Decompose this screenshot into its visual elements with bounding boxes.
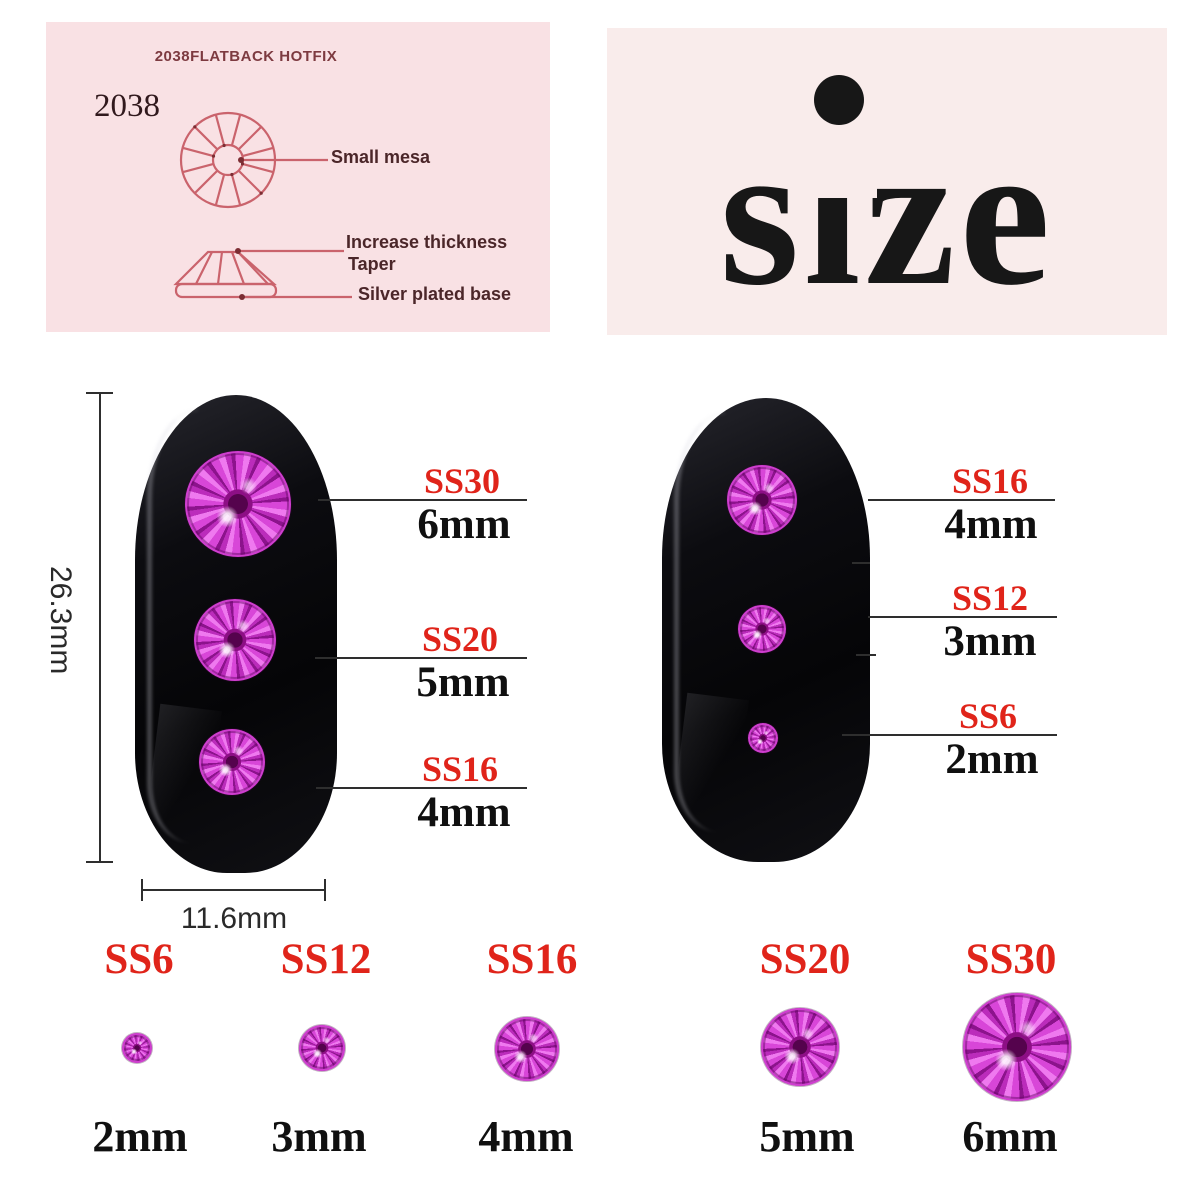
chart-size: 6mm (962, 1112, 1058, 1161)
rhinestone-structure-diagram (173, 111, 352, 300)
chart-size: 5mm (759, 1112, 855, 1161)
horizontal-dimension-line (142, 889, 325, 891)
callout-line (315, 657, 527, 659)
label-small-mesa: Small mesa (331, 147, 431, 167)
rhinestone-gem-ss16 (727, 465, 797, 535)
label-increase-thickness: Increase thickness (346, 232, 508, 252)
chart-code: SS16 (486, 936, 578, 983)
size-title: size (719, 101, 1055, 328)
label-taper: Taper (348, 254, 396, 274)
nail-width-value: 11.6mm (180, 902, 288, 935)
callout-size: 6mm (417, 501, 511, 548)
callout-line (868, 616, 1057, 618)
callout-line (842, 734, 1057, 736)
callout-code: SS6 (958, 696, 1018, 736)
rhinestone-gem-ss16 (495, 1017, 559, 1081)
leader-stub (856, 654, 876, 656)
rhinestone-gem-ss16 (199, 729, 265, 795)
callout-code: SS16 (951, 461, 1029, 501)
chart-size: 3mm (271, 1112, 367, 1161)
vertical-dimension-cap-top (86, 392, 113, 394)
rhinestone-gem-ss12 (299, 1025, 345, 1071)
spec-panel: 2038FLATBACK HOTFIX 2038 Small mesa Incr… (46, 22, 550, 332)
i-dot-decoration (814, 75, 864, 125)
nail-length-value: 26.3mm (44, 566, 77, 675)
callout-size: 3mm (943, 618, 1037, 665)
horizontal-dimension-cap-right (324, 879, 326, 901)
chart-code: SS30 (965, 936, 1057, 983)
leader-stub (852, 562, 870, 564)
label-silver-plated-base: Silver plated base (358, 284, 512, 304)
callout-code: SS20 (421, 619, 499, 659)
callout-code: SS30 (423, 461, 501, 501)
rhinestone-gem-ss6 (122, 1033, 152, 1063)
rhinestone-gem-ss20 (194, 599, 276, 681)
rhinestone-gem-ss6 (748, 723, 778, 753)
chart-code: SS20 (759, 936, 851, 983)
i-dot-cover (803, 128, 877, 198)
model-number: 2038 (94, 88, 160, 124)
chart-size: 2mm (92, 1112, 188, 1161)
rhinestone-gem-ss20 (761, 1008, 839, 1086)
spec-panel-title: 2038FLATBACK HOTFIX (154, 48, 338, 65)
callout-size: 5mm (416, 659, 510, 706)
callout-code: SS12 (951, 578, 1029, 618)
callout-code: SS16 (421, 749, 499, 789)
callout-line (868, 499, 1055, 501)
callout-size: 4mm (417, 789, 511, 836)
callout-line (318, 499, 527, 501)
horizontal-dimension-cap-left (141, 879, 143, 901)
rhinestone-gem-ss30 (185, 451, 291, 557)
size-panel: size (607, 28, 1167, 335)
vertical-dimension-line (99, 393, 101, 863)
callout-size: 2mm (945, 736, 1039, 783)
chart-size: 4mm (478, 1112, 574, 1161)
chart-code: SS12 (280, 936, 372, 983)
callout-line (316, 787, 527, 789)
rhinestone-gem-ss12 (738, 605, 786, 653)
vertical-dimension-cap-bottom (86, 861, 113, 863)
rhinestone-gem-ss30 (963, 993, 1071, 1101)
chart-code: SS6 (104, 936, 174, 983)
callout-size: 4mm (944, 501, 1038, 548)
